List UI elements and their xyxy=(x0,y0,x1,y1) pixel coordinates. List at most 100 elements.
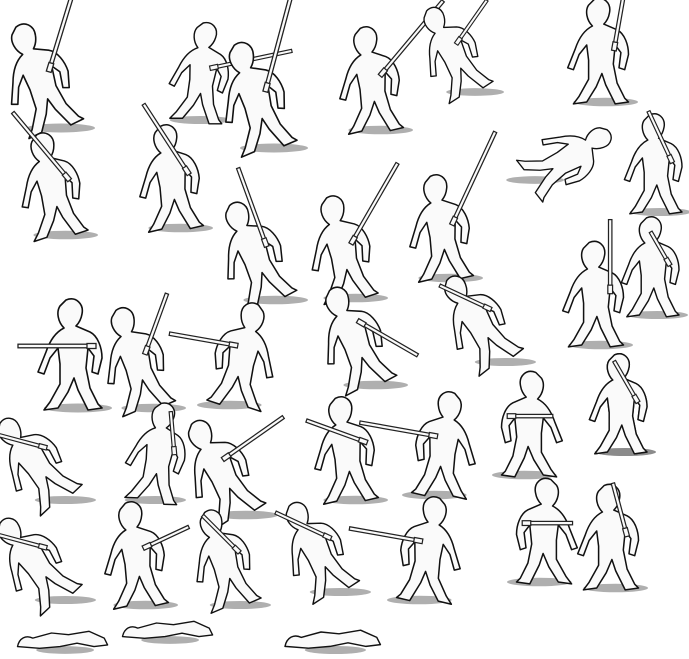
sprite-stance-sword-low xyxy=(305,396,388,505)
fighter-silhouette xyxy=(124,402,186,506)
sword-blade xyxy=(0,532,49,551)
sprite-run-sword-forward xyxy=(438,275,536,377)
sprite-stance-sword-high xyxy=(104,501,191,610)
sprite-fallen-2 xyxy=(121,620,214,644)
sprite-stand-sword-horizontal xyxy=(17,298,112,413)
fighter-silhouette xyxy=(121,620,214,639)
sword-blade xyxy=(220,414,286,463)
sword-blade xyxy=(168,410,178,456)
fighter-silhouette xyxy=(325,286,398,397)
sprite-lunge-sword-down xyxy=(325,286,420,397)
sword-blade xyxy=(521,520,574,527)
sword-blade xyxy=(646,109,676,165)
fighter-silhouette xyxy=(339,26,405,135)
sprite-thrust-stance xyxy=(168,302,274,413)
sprite-stand-sword-down xyxy=(623,109,689,217)
sword-blade xyxy=(648,230,673,268)
fighter-silhouette xyxy=(588,353,648,455)
sprite-fallen-3 xyxy=(284,629,382,655)
fighter-silhouette xyxy=(225,41,298,158)
fighter-silhouette xyxy=(139,124,205,233)
fighter-silhouette xyxy=(576,483,640,591)
sword-blade xyxy=(168,331,239,349)
sprite-fallen-1 xyxy=(16,630,109,654)
fighter-silhouette xyxy=(500,370,564,478)
fighter-silhouette xyxy=(104,501,170,610)
sword-blade xyxy=(348,161,400,246)
sword-blade xyxy=(355,317,420,358)
fighter-silhouette xyxy=(566,0,630,105)
fighter-silhouette xyxy=(107,307,177,418)
fighter-silhouette xyxy=(311,195,379,306)
sprite-stance-sword-extend xyxy=(492,370,564,480)
sword-blade xyxy=(610,0,627,52)
sprite-stand-sword-vertical xyxy=(561,218,633,350)
sprite-stance-sword-shoulder xyxy=(358,391,476,500)
sprite-leap-sword-diagonal xyxy=(10,110,99,243)
fighter-silhouette xyxy=(410,391,476,500)
sword-blade xyxy=(141,524,191,552)
fighter-silhouette xyxy=(623,113,683,215)
sword-blade xyxy=(506,413,554,420)
fighter-silhouette xyxy=(409,174,475,283)
ground-shadow xyxy=(141,636,199,644)
fighter-silhouette xyxy=(515,477,579,585)
fighter-silhouette xyxy=(423,6,494,105)
ground-shadow xyxy=(36,646,94,654)
sword-blade xyxy=(611,359,641,405)
sprite-stand-sword-side xyxy=(588,353,656,457)
sword-blade xyxy=(141,102,192,177)
fighter-silhouette xyxy=(37,298,103,411)
sprite-crouch-sword-low xyxy=(196,509,271,614)
fighter-silhouette xyxy=(395,496,461,605)
sword-blade xyxy=(448,130,498,227)
sprite-dash-sword-low xyxy=(0,417,96,517)
sprite-run-sword-diagonal xyxy=(274,501,371,606)
fighter-silhouette xyxy=(515,127,612,203)
fighter-silhouette xyxy=(21,132,89,243)
sprite-stance-sword-forward xyxy=(507,477,579,587)
fighter-silhouette xyxy=(16,630,109,649)
sword-blade xyxy=(10,110,73,183)
fighter-silhouette xyxy=(561,240,625,348)
fighter-silhouette xyxy=(206,302,274,413)
sprite-stance-sword-up-2 xyxy=(409,130,498,283)
sword-blade xyxy=(235,166,270,249)
sword-blade xyxy=(358,420,439,440)
sprite-hunched-sword-down xyxy=(124,402,186,506)
sword-blade xyxy=(45,0,79,74)
fighter-silhouette xyxy=(187,419,267,529)
sprite-sword-overhead-left xyxy=(10,0,95,140)
fighter-silhouette xyxy=(168,21,230,125)
sprite-run-sword-low xyxy=(423,0,504,105)
fighter-silhouette xyxy=(10,23,85,140)
sword-blade xyxy=(348,526,424,545)
sword-blade xyxy=(438,283,493,313)
sprite-lunge-sword-raised xyxy=(225,0,308,158)
sword-blade xyxy=(17,342,97,350)
fighter-silhouette xyxy=(314,396,380,505)
sprite-stand-rear xyxy=(566,0,638,107)
fighter-silhouette xyxy=(196,509,262,614)
sprite-stance-sword-up xyxy=(311,161,400,306)
sprite-lunge-sword-high xyxy=(187,414,286,529)
sword-blade xyxy=(305,418,369,446)
sprite-stance-sword-back xyxy=(107,292,186,418)
sprite-leap-sword-diagonal-2 xyxy=(139,102,213,233)
sprite-dash-sword-low-2 xyxy=(0,517,96,617)
sword-blade xyxy=(0,429,49,451)
fighter-silhouette xyxy=(284,629,382,649)
fighter-silhouette xyxy=(444,275,525,377)
sword-blade xyxy=(453,0,489,47)
sword-blade xyxy=(610,482,631,538)
sword-blade xyxy=(274,510,333,542)
sprite-stand-sword-rest xyxy=(576,482,648,593)
sprite-crouch-sword-vertical xyxy=(225,166,308,312)
sword-blade xyxy=(200,513,242,555)
sword-blade xyxy=(607,218,614,295)
sword-blade xyxy=(141,292,170,356)
ground-shadow xyxy=(304,645,366,655)
fighter-silhouette xyxy=(225,201,298,312)
